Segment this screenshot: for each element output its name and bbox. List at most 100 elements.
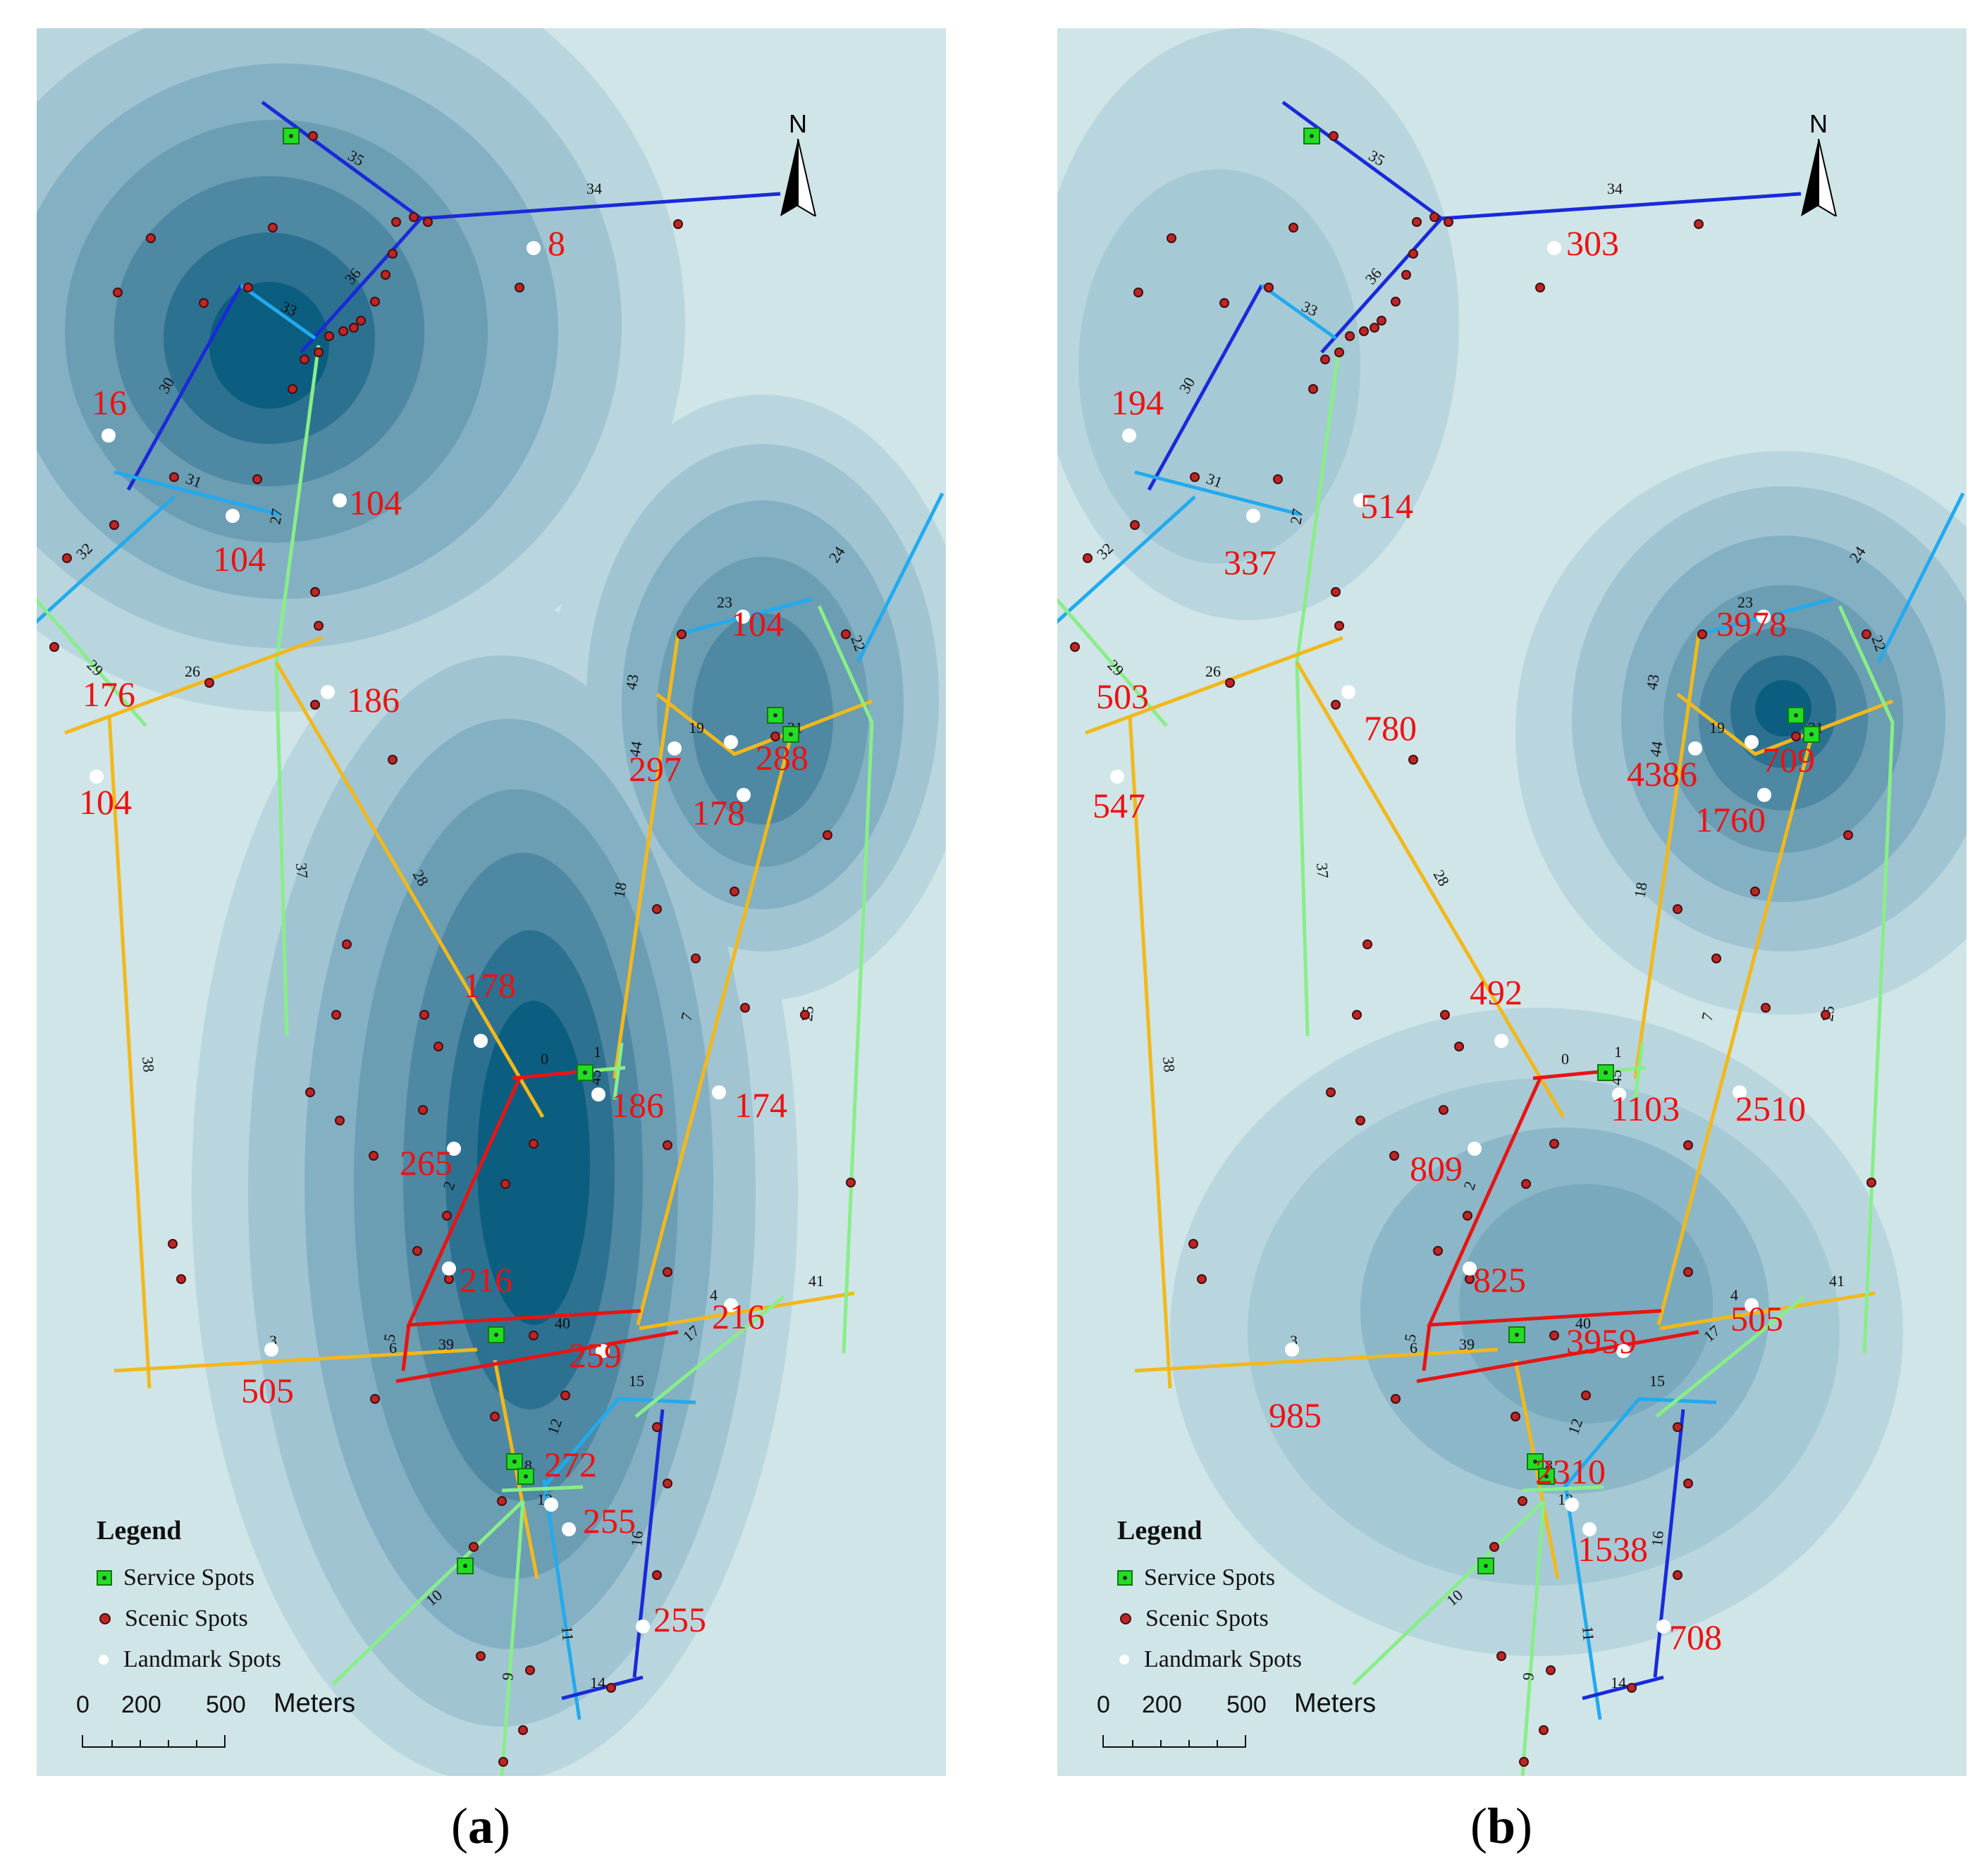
count-label: 2510	[1735, 1089, 1806, 1128]
svg-text:43: 43	[1642, 673, 1662, 691]
svg-text:4: 4	[1730, 1286, 1738, 1304]
caption-a: (a)	[451, 1798, 510, 1854]
count-label: 176	[82, 674, 135, 714]
count-label: 337	[1224, 543, 1277, 582]
scale-tick: 200	[1142, 1691, 1182, 1718]
count-label: 547	[1093, 786, 1145, 825]
svg-text:0: 0	[541, 1050, 548, 1068]
scale-bar-line	[1102, 1735, 1246, 1748]
count-label: 104	[213, 539, 266, 579]
svg-text:6: 6	[389, 1339, 397, 1357]
svg-text:3: 3	[269, 1332, 277, 1350]
caption-letter: a	[468, 1798, 493, 1854]
svg-text:39: 39	[438, 1335, 454, 1353]
svg-text:9: 9	[1519, 1672, 1537, 1681]
svg-text:39: 39	[1459, 1335, 1475, 1353]
count-label: 272	[544, 1445, 597, 1484]
svg-text:28: 28	[1430, 867, 1453, 889]
road-network	[1057, 100, 1965, 1776]
svg-text:27: 27	[266, 507, 285, 526]
scale-unit: Meters	[1294, 1689, 1377, 1718]
legend-service-label: Service Spots	[123, 1565, 255, 1591]
service-spots	[1303, 128, 1820, 1574]
service-spots	[283, 128, 799, 1574]
count-label: 3959	[1566, 1321, 1637, 1361]
svg-text:15: 15	[629, 1372, 644, 1390]
svg-text:40: 40	[1575, 1314, 1591, 1332]
scenic-spots	[49, 131, 856, 1767]
spot-count-labels: 303 194 514 337 503 780 547 3978 4386 70…	[1093, 223, 1815, 1657]
legend-scenic: Scenic Spots	[97, 1598, 336, 1639]
scenic-spot-icon	[99, 1613, 111, 1624]
map-canvas-a: 35 34 36 33 30 31 27 32 29 26 37 28 38 4…	[37, 28, 946, 1776]
landmark-spots	[90, 241, 751, 1634]
scale-tick: 0	[1097, 1691, 1110, 1718]
north-arrow: N	[773, 109, 837, 216]
scale-tick: 200	[121, 1691, 161, 1718]
svg-text:6: 6	[1410, 1339, 1417, 1357]
svg-text:23: 23	[1737, 593, 1753, 611]
count-label: 503	[1096, 677, 1149, 716]
north-label: N	[789, 109, 807, 138]
count-label: 3978	[1716, 604, 1787, 643]
count-label: 255	[583, 1501, 636, 1541]
svg-text:23: 23	[717, 593, 732, 611]
svg-text:14: 14	[590, 1674, 605, 1691]
svg-text:7: 7	[1698, 1011, 1717, 1023]
svg-text:37: 37	[293, 862, 312, 879]
count-label: 104	[731, 604, 784, 643]
legend-landmark: Landmark Spots	[1117, 1639, 1357, 1680]
svg-text:44: 44	[625, 740, 645, 758]
scale-unit: Meters	[273, 1689, 356, 1718]
svg-text:1: 1	[1614, 1043, 1622, 1061]
count-label: 265	[400, 1143, 453, 1183]
legend-landmark: Landmark Spots	[97, 1639, 336, 1680]
count-label: 104	[349, 483, 402, 522]
count-label: 809	[1410, 1149, 1463, 1188]
count-label: 780	[1364, 708, 1417, 748]
landmark-spot-icon	[99, 1655, 109, 1665]
legend-title: Legend	[97, 1516, 182, 1545]
svg-text:0: 0	[1561, 1050, 1569, 1068]
count-label: 492	[1470, 973, 1522, 1012]
legend-landmark-label: Landmark Spots	[123, 1646, 281, 1672]
spot-count-labels: 8 16 104 104 104 176 186 104 297 288 178…	[79, 223, 808, 1639]
svg-text:11: 11	[1579, 1625, 1598, 1641]
count-label: 255	[653, 1600, 706, 1639]
svg-text:41: 41	[1829, 1272, 1845, 1290]
svg-text:26: 26	[185, 662, 200, 680]
count-label: 178	[692, 793, 745, 832]
scale-bar: 0 200 500 Meters	[1085, 1689, 1382, 1755]
count-label: 505	[1730, 1299, 1783, 1338]
svg-text:27: 27	[1286, 507, 1306, 526]
svg-text:16: 16	[627, 1530, 646, 1547]
count-label: 514	[1360, 486, 1413, 526]
count-label: 216	[460, 1260, 512, 1300]
count-label: 1103	[1611, 1089, 1680, 1128]
north-label: N	[1809, 109, 1828, 138]
density-surface	[37, 28, 946, 1776]
svg-text:9: 9	[498, 1672, 517, 1681]
count-label: 1538	[1577, 1529, 1648, 1569]
service-spot-icon	[97, 1570, 112, 1586]
count-label: 174	[734, 1085, 787, 1125]
count-label: 194	[1111, 383, 1164, 422]
count-label: 178	[463, 965, 516, 1005]
count-label: 186	[347, 680, 400, 720]
legend-scenic: Scenic Spots	[1117, 1598, 1357, 1639]
svg-text:34: 34	[586, 180, 602, 197]
north-arrow-icon	[1801, 139, 1838, 216]
legend: Legend Service Spots Scenic Spots Landma…	[97, 1515, 336, 1680]
svg-text:4: 4	[710, 1286, 718, 1304]
road-network	[37, 100, 945, 1776]
density-surface	[1057, 28, 1967, 1656]
svg-text:3: 3	[1290, 1332, 1298, 1350]
svg-text:19: 19	[689, 719, 704, 736]
scenic-spots	[1070, 131, 1876, 1767]
scale-bar-line	[82, 1735, 226, 1748]
count-label: 303	[1566, 223, 1619, 263]
count-label: 104	[79, 782, 132, 822]
caption-letter: b	[1487, 1798, 1516, 1854]
landmark-spots	[1110, 241, 1771, 1634]
svg-text:8: 8	[1545, 1457, 1553, 1474]
